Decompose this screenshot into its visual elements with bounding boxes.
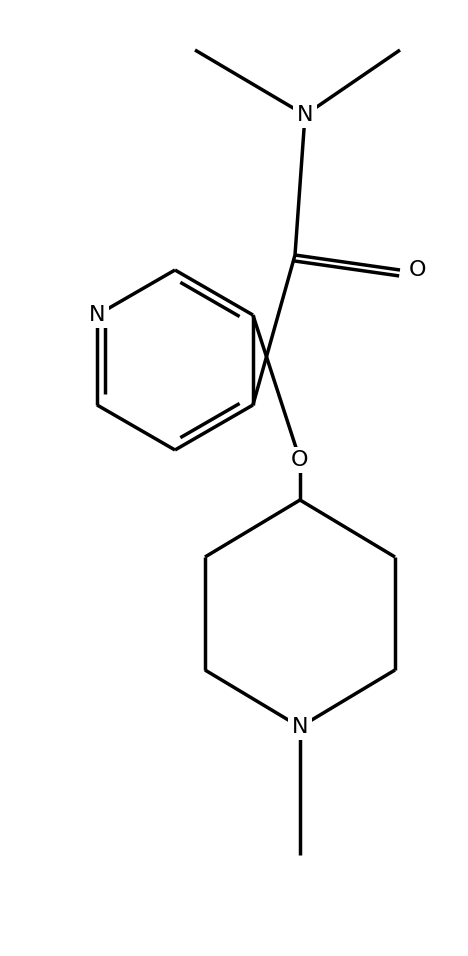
Text: O: O <box>409 260 427 280</box>
Text: N: N <box>297 105 313 125</box>
Text: N: N <box>292 717 308 737</box>
Text: O: O <box>291 450 309 470</box>
Text: N: N <box>89 305 105 325</box>
